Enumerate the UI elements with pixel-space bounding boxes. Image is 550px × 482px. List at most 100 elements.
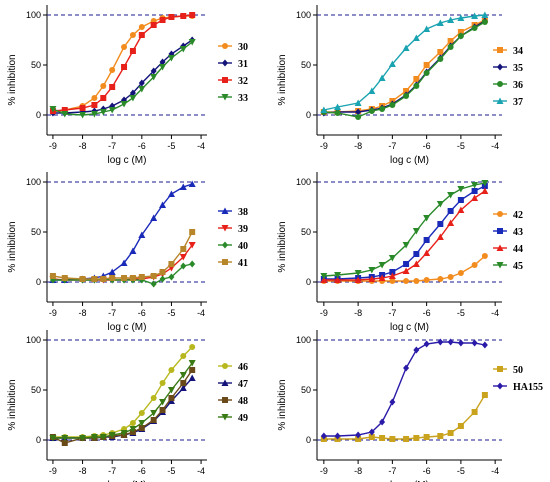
data-point-42 xyxy=(437,276,444,282)
data-point-45 xyxy=(423,215,431,222)
data-point-HA155 xyxy=(481,341,488,349)
data-point-43 xyxy=(471,188,478,194)
legend-entry-43: 43 xyxy=(493,227,523,238)
data-point-46 xyxy=(159,380,166,386)
data-point-HA155 xyxy=(334,432,341,440)
legend-marker xyxy=(497,211,503,217)
data-point-40 xyxy=(159,275,166,283)
legend-label: 44 xyxy=(513,244,523,255)
data-point-49 xyxy=(129,426,137,433)
legend-marker xyxy=(221,207,229,214)
y-tick-label: 100 xyxy=(26,177,41,187)
data-point-34 xyxy=(423,62,430,68)
legend-label: 30 xyxy=(238,42,248,53)
data-point-45 xyxy=(471,182,479,189)
series-44 xyxy=(320,187,489,283)
data-point-36 xyxy=(389,102,396,108)
legend-label: 46 xyxy=(238,362,248,373)
data-point-46 xyxy=(150,395,157,401)
data-point-50 xyxy=(379,435,386,441)
legend-entry-44: 44 xyxy=(493,244,523,255)
data-point-41 xyxy=(100,276,107,282)
data-point-44 xyxy=(368,275,376,282)
y-tick-label: 100 xyxy=(26,10,41,20)
y-axis-title: % inhibition xyxy=(7,221,18,272)
x-tick-label: -6 xyxy=(138,466,146,476)
data-point-50 xyxy=(437,433,444,439)
x-tick-label: -7 xyxy=(108,308,116,318)
series-line-33 xyxy=(52,41,193,116)
data-point-36 xyxy=(457,33,464,39)
series-line-49 xyxy=(52,362,193,439)
data-point-50 xyxy=(413,435,420,441)
data-point-50 xyxy=(389,436,396,442)
x-tick-label: -6 xyxy=(138,308,146,318)
data-point-41 xyxy=(189,229,196,235)
data-point-36 xyxy=(413,83,420,89)
data-point-49 xyxy=(120,430,128,437)
data-point-41 xyxy=(150,273,157,279)
x-tick-label: -6 xyxy=(423,466,431,476)
legend-marker xyxy=(222,59,228,67)
x-tick-label: -4 xyxy=(197,308,205,318)
legend-entry-33: 33 xyxy=(218,93,248,104)
x-tick-label: -9 xyxy=(320,466,328,476)
data-point-33 xyxy=(108,107,116,114)
data-point-41 xyxy=(168,261,175,267)
data-point-32 xyxy=(138,32,145,38)
data-point-41 xyxy=(79,276,86,282)
legend-label: 42 xyxy=(513,210,523,221)
x-axis-title: log c (M) xyxy=(108,155,147,166)
legend-marker xyxy=(222,259,228,265)
data-point-30 xyxy=(109,67,116,73)
data-point-45 xyxy=(378,262,386,269)
data-point-32 xyxy=(129,48,136,54)
data-point-40 xyxy=(189,260,196,268)
data-point-49 xyxy=(99,434,107,441)
data-point-HA155 xyxy=(403,364,410,372)
data-point-38 xyxy=(108,268,116,275)
x-tick-label: -4 xyxy=(491,141,499,151)
data-point-46 xyxy=(189,344,196,350)
x-tick-label: -5 xyxy=(167,141,175,151)
series-37 xyxy=(320,11,489,113)
x-tick-label: -8 xyxy=(79,308,87,318)
x-axis-title: log c (M) xyxy=(108,480,147,482)
y-axis-title: % inhibition xyxy=(277,379,288,430)
data-point-47 xyxy=(179,384,187,391)
legend-marker xyxy=(221,94,229,101)
data-point-37 xyxy=(481,11,489,18)
data-point-40 xyxy=(168,273,175,281)
x-tick-label: -9 xyxy=(320,141,328,151)
legend-entry-41: 41 xyxy=(218,258,248,269)
data-point-44 xyxy=(481,187,489,194)
series-45 xyxy=(320,180,489,280)
x-tick-label: -6 xyxy=(138,141,146,151)
data-point-41 xyxy=(91,276,98,282)
legend-label: 37 xyxy=(513,97,523,108)
x-tick-label: -5 xyxy=(167,308,175,318)
data-point-32 xyxy=(159,17,166,23)
data-point-49 xyxy=(90,434,98,441)
data-point-44 xyxy=(320,276,328,283)
y-tick-label: 0 xyxy=(36,277,41,287)
data-point-34 xyxy=(413,76,420,82)
legend-entry-45: 45 xyxy=(493,261,523,272)
data-point-44 xyxy=(471,194,479,201)
data-point-HA155 xyxy=(471,339,478,347)
data-point-32 xyxy=(189,12,196,18)
data-point-32 xyxy=(100,95,107,101)
legend-entry-40: 40 xyxy=(218,241,248,252)
y-tick-label: 0 xyxy=(36,435,41,445)
data-point-34 xyxy=(447,38,454,44)
y-tick-label: 50 xyxy=(31,227,41,237)
data-point-38 xyxy=(167,190,175,197)
data-point-39 xyxy=(179,254,187,261)
data-point-50 xyxy=(471,409,478,415)
x-axis-title: log c (M) xyxy=(108,322,147,333)
series-34 xyxy=(320,17,488,115)
data-point-45 xyxy=(402,242,410,249)
data-point-37 xyxy=(447,16,455,23)
series-46 xyxy=(49,344,196,440)
